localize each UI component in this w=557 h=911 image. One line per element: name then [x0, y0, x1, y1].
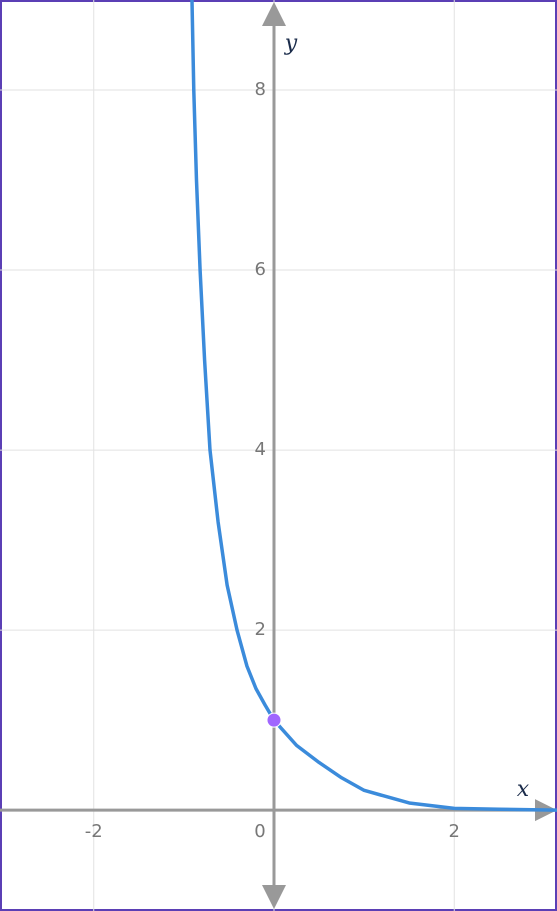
plot [190, 0, 557, 812]
curve [190, 0, 557, 812]
x-tick-label: -2 [85, 821, 103, 842]
y-tick-label: 6 [255, 259, 266, 280]
x-tick-label: 0 [254, 821, 265, 842]
y-axis-label: y [284, 31, 298, 56]
y-tick-label: 8 [255, 79, 266, 100]
x-tick-label: 2 [449, 821, 460, 842]
y-tick-label: 4 [255, 439, 266, 460]
arrow [261, 885, 286, 909]
y-tick-label: 2 [255, 619, 266, 640]
arrow [261, 2, 286, 26]
x-axis-label: x [517, 777, 530, 802]
point [266, 712, 282, 728]
